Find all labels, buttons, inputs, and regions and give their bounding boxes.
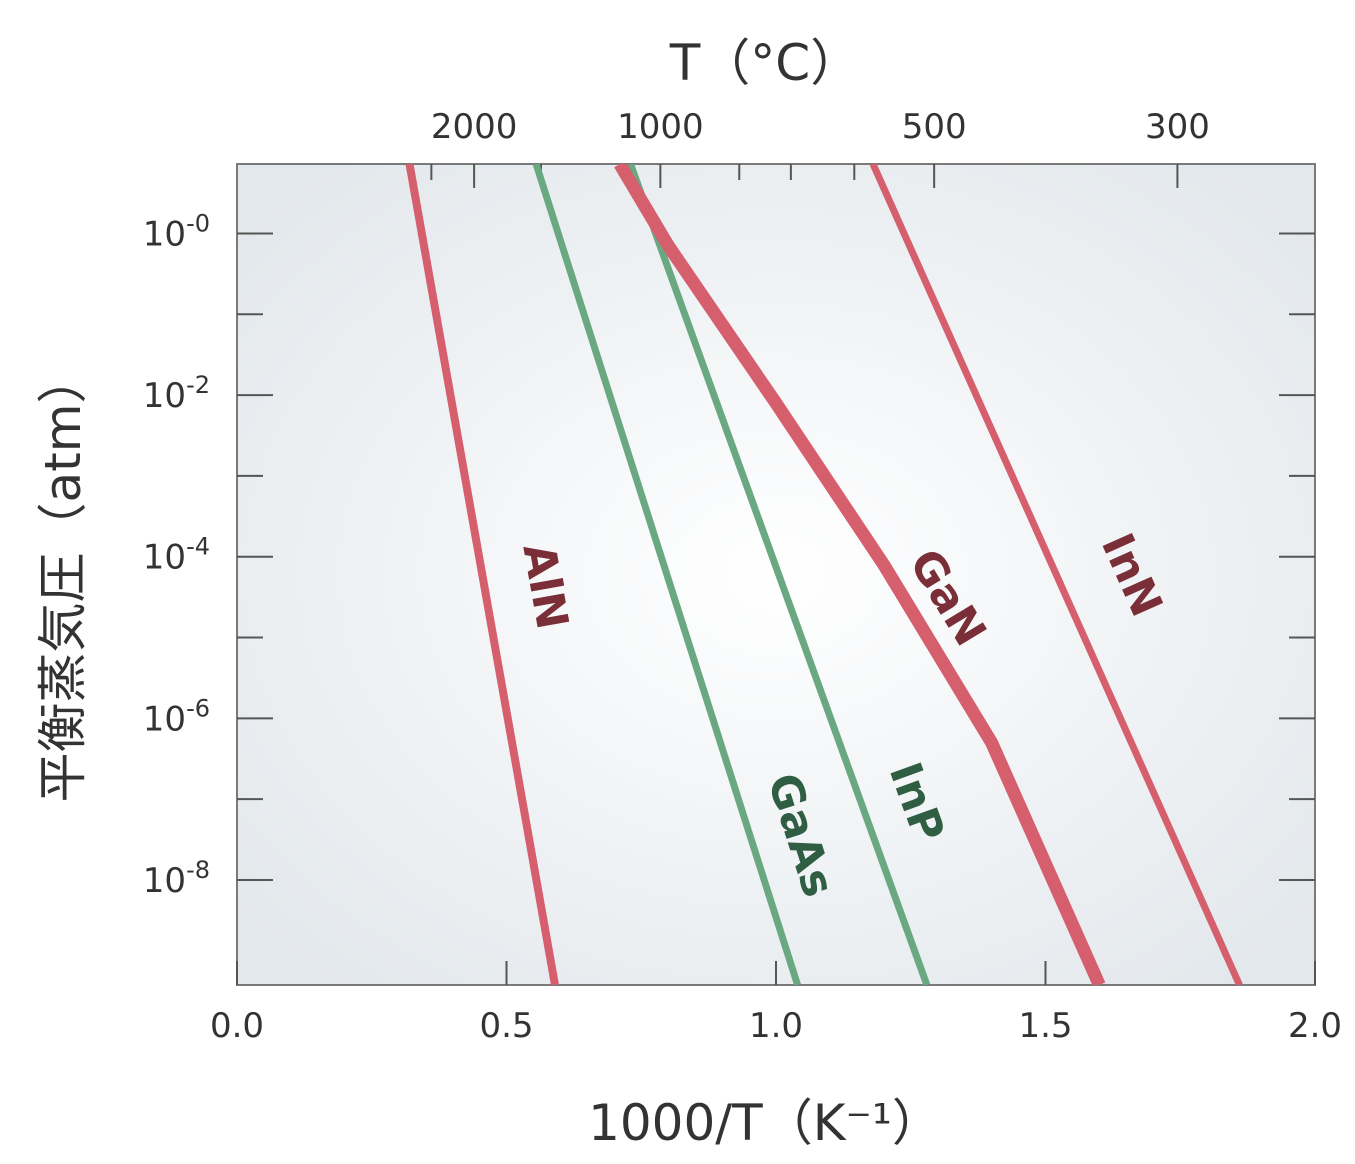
- x-tick-label: 0.0: [210, 1006, 264, 1046]
- x-tick-label: 1.0: [749, 1006, 803, 1046]
- axis-ticks: [236, 164, 1316, 985]
- series-line-gan: [614, 164, 1106, 985]
- x2-tick-label: 500: [902, 107, 967, 147]
- tick-labels: 0.0 0.5 1.0 1.5 2.0 2000 1000 500 300 10-0 10-2 10-…: [143, 107, 1342, 1046]
- x-axis-title: 1000/T（K⁻¹）: [588, 1094, 942, 1152]
- y-tick-label: 10-8: [143, 856, 210, 901]
- y-tick-label: 10-2: [143, 371, 210, 416]
- y-tick-label: 10-6: [143, 694, 210, 739]
- x-tick-label: 0.5: [479, 1006, 533, 1046]
- series-layer: [405, 164, 1243, 985]
- x2-axis-title: T（°C）: [669, 34, 860, 92]
- y-tick-label: 10-0: [143, 209, 210, 254]
- y-tick-label: 10-4: [143, 533, 210, 578]
- x2-tick-label: 1000: [617, 107, 704, 147]
- series-line-aln: [405, 164, 559, 985]
- y-axis-title: 平衡蒸気圧（atm）: [34, 354, 92, 803]
- series-line-gaas: [532, 164, 801, 985]
- x2-tick-label: 300: [1145, 107, 1210, 147]
- x-tick-label: 1.5: [1018, 1006, 1072, 1046]
- series-line-inp: [627, 164, 931, 985]
- x-tick-label: 2.0: [1288, 1006, 1342, 1046]
- series-line-inn: [869, 164, 1243, 985]
- x2-tick-label: 2000: [431, 107, 518, 147]
